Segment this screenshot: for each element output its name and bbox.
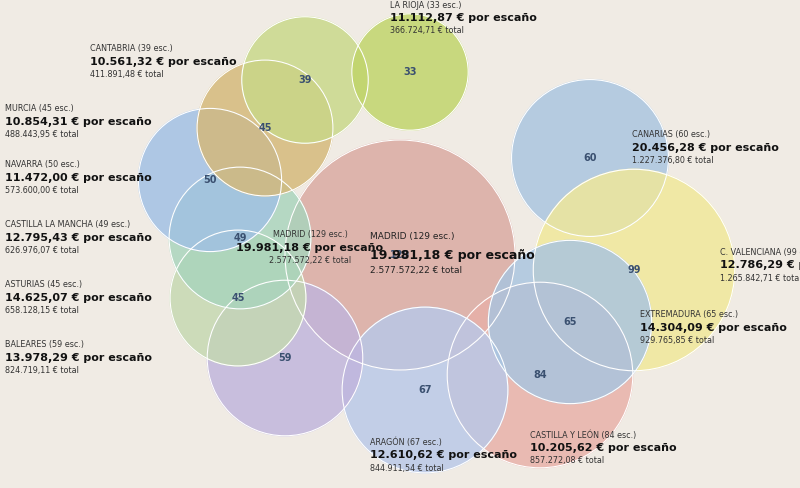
Text: ASTURIAS (45 esc.): ASTURIAS (45 esc.) xyxy=(5,281,82,289)
Text: 14.625,07 € por escaño: 14.625,07 € por escaño xyxy=(5,293,152,303)
Circle shape xyxy=(488,241,652,404)
Text: MADRID (129 esc.): MADRID (129 esc.) xyxy=(273,230,347,240)
Text: 857.272,08 € total: 857.272,08 € total xyxy=(530,456,604,466)
Text: 67: 67 xyxy=(418,385,432,395)
Text: 14.304,09 € por escaño: 14.304,09 € por escaño xyxy=(640,323,787,333)
Text: 39: 39 xyxy=(298,75,312,85)
Text: 10.561,32 € por escaño: 10.561,32 € por escaño xyxy=(90,57,237,67)
Text: 59: 59 xyxy=(278,353,292,363)
Text: BALEARES (59 esc.): BALEARES (59 esc.) xyxy=(5,341,84,349)
Text: 573.600,00 € total: 573.600,00 € total xyxy=(5,186,78,196)
Circle shape xyxy=(170,230,306,366)
Text: 49: 49 xyxy=(234,233,246,243)
Text: EXTREMADURA (65 esc.): EXTREMADURA (65 esc.) xyxy=(640,310,738,320)
Text: 13.978,29 € por escaño: 13.978,29 € por escaño xyxy=(5,353,152,363)
Text: 488.443,95 € total: 488.443,95 € total xyxy=(5,130,78,140)
Circle shape xyxy=(511,80,669,236)
Text: 10.854,31 € por escaño: 10.854,31 € por escaño xyxy=(5,117,152,127)
Text: CASTILLA Y LEÓN (84 esc.): CASTILLA Y LEÓN (84 esc.) xyxy=(530,430,636,440)
Text: 129: 129 xyxy=(390,250,410,260)
Text: 12.610,62 € por escaño: 12.610,62 € por escaño xyxy=(370,450,517,460)
Circle shape xyxy=(169,167,311,309)
Text: MADRID (129 esc.): MADRID (129 esc.) xyxy=(370,232,454,242)
Text: NAVARRA (50 esc.): NAVARRA (50 esc.) xyxy=(5,161,80,169)
Text: 12.795,43 € por escaño: 12.795,43 € por escaño xyxy=(5,233,152,243)
Circle shape xyxy=(342,307,508,473)
Text: 2.577.572,22 € total: 2.577.572,22 € total xyxy=(370,266,462,276)
Text: 366.724,71 € total: 366.724,71 € total xyxy=(390,26,464,36)
Text: CANTABRIA (39 esc.): CANTABRIA (39 esc.) xyxy=(90,44,173,54)
Circle shape xyxy=(197,60,333,196)
Text: 12.786,29 € por escaño: 12.786,29 € por escaño xyxy=(720,260,800,270)
Text: 1.265.842,71 € total: 1.265.842,71 € total xyxy=(720,273,800,283)
Text: CANARIAS (60 esc.): CANARIAS (60 esc.) xyxy=(632,130,710,140)
Text: 929.765,85 € total: 929.765,85 € total xyxy=(640,337,714,346)
Text: 99: 99 xyxy=(627,265,641,275)
Text: 33: 33 xyxy=(403,67,417,77)
Circle shape xyxy=(207,280,362,436)
Text: ARAGÓN (67 esc.): ARAGÓN (67 esc.) xyxy=(370,437,442,447)
Text: 658.128,15 € total: 658.128,15 € total xyxy=(5,306,79,316)
Text: 824.719,11 € total: 824.719,11 € total xyxy=(5,366,79,375)
Circle shape xyxy=(285,140,515,370)
Text: 626.976,07 € total: 626.976,07 € total xyxy=(5,246,79,256)
Circle shape xyxy=(242,17,368,143)
Text: 50: 50 xyxy=(203,175,217,185)
Text: CASTILLA LA MANCHA (49 esc.): CASTILLA LA MANCHA (49 esc.) xyxy=(5,221,130,229)
Text: 65: 65 xyxy=(563,317,577,327)
Text: 20.456,28 € por escaño: 20.456,28 € por escaño xyxy=(632,143,779,153)
Text: 45: 45 xyxy=(258,123,272,133)
Text: 60: 60 xyxy=(583,153,597,163)
Text: LA RIOJA (33 esc.): LA RIOJA (33 esc.) xyxy=(390,0,462,9)
Text: 84: 84 xyxy=(533,370,547,380)
Circle shape xyxy=(352,14,468,130)
Circle shape xyxy=(447,282,633,468)
Text: 45: 45 xyxy=(231,293,245,303)
Text: 2.577.572,22 € total: 2.577.572,22 € total xyxy=(269,257,351,265)
Text: C. VALENCIANA (99 esc.): C. VALENCIANA (99 esc.) xyxy=(720,247,800,257)
Circle shape xyxy=(534,169,734,371)
Text: 411.891,48 € total: 411.891,48 € total xyxy=(90,70,164,80)
Text: 1.227.376,80 € total: 1.227.376,80 € total xyxy=(632,157,714,165)
Text: 844.911,54 € total: 844.911,54 € total xyxy=(370,464,444,472)
Text: 11.112,87 € por escaño: 11.112,87 € por escaño xyxy=(390,13,537,23)
Text: MURCIA (45 esc.): MURCIA (45 esc.) xyxy=(5,104,74,114)
Text: 19.981,18 € por escaño: 19.981,18 € por escaño xyxy=(237,243,383,253)
Circle shape xyxy=(138,108,282,252)
Text: 10.205,62 € por escaño: 10.205,62 € por escaño xyxy=(530,443,677,453)
Text: 19.981,18 € por escaño: 19.981,18 € por escaño xyxy=(370,248,534,262)
Text: 11.472,00 € por escaño: 11.472,00 € por escaño xyxy=(5,173,152,183)
